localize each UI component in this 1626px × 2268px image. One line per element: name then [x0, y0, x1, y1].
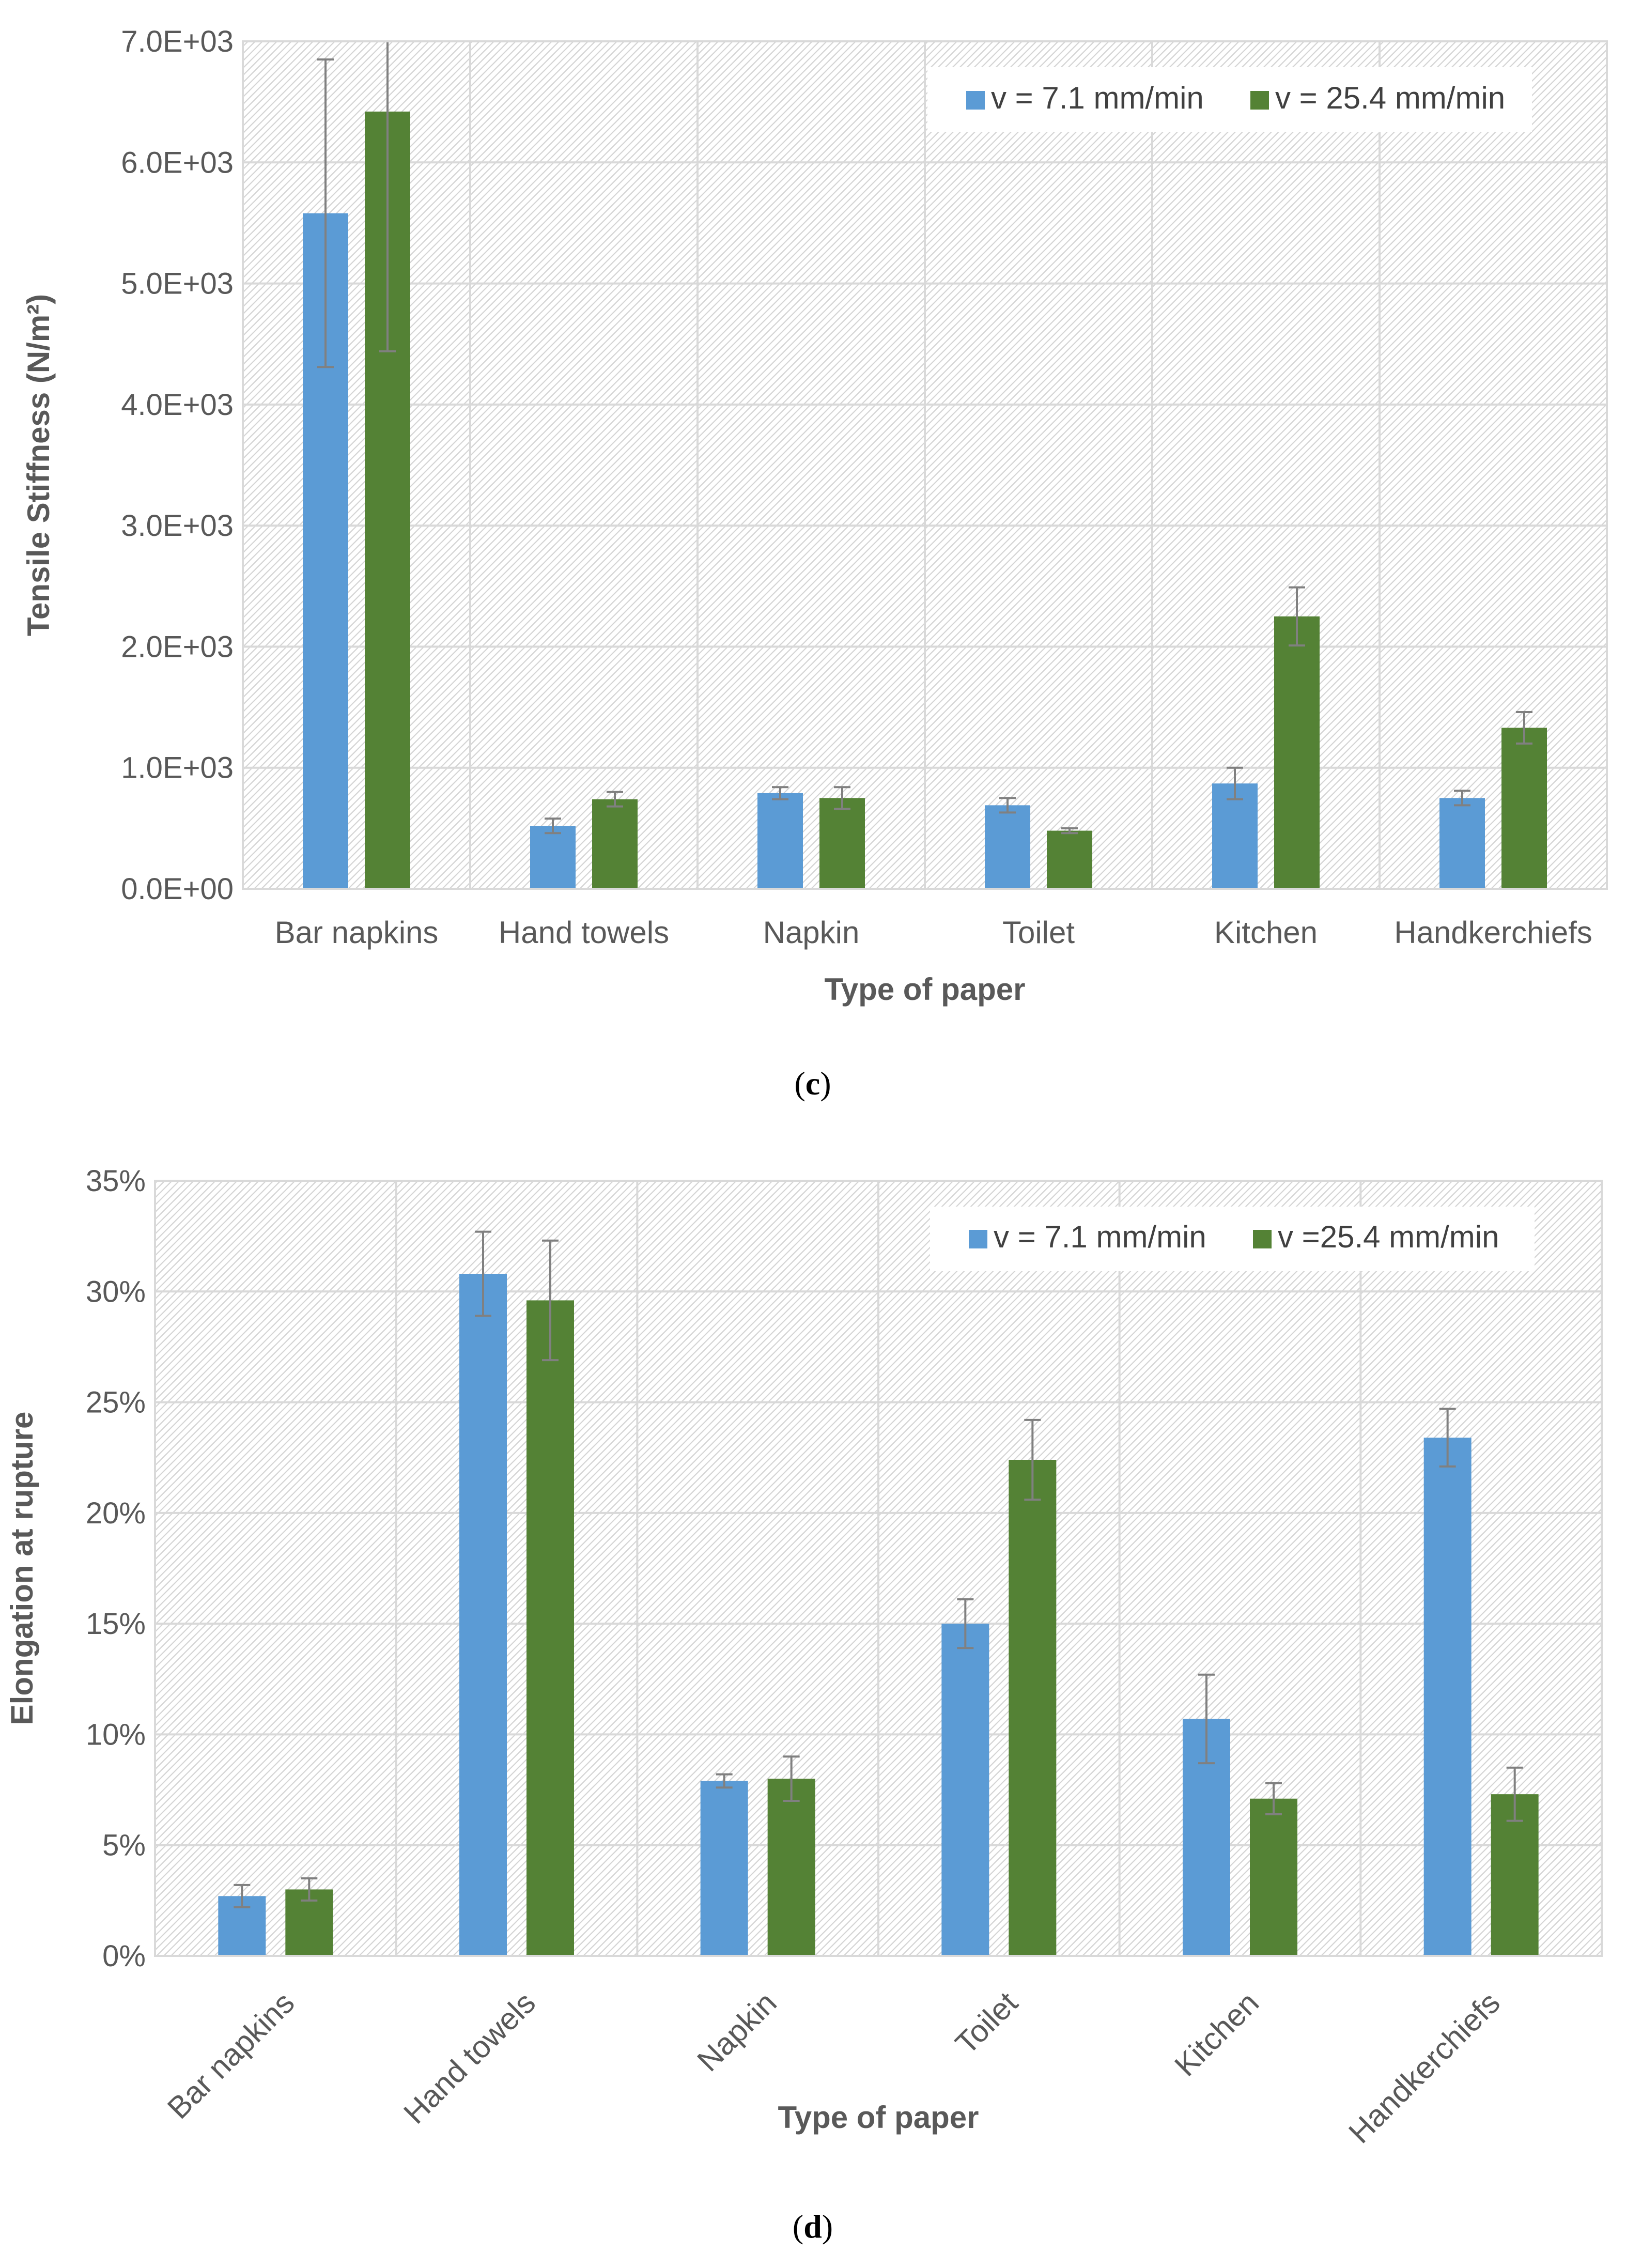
- x-tick-label: Kitchen: [1214, 915, 1318, 950]
- y-tick-label: 15%: [86, 1607, 146, 1641]
- bar-series2: [592, 799, 638, 889]
- legend-box: [930, 1207, 1535, 1271]
- bar-series2: [1250, 1798, 1297, 1956]
- x-tick-label: Handkerchiefs: [1394, 915, 1592, 950]
- legend-box: [927, 67, 1532, 132]
- y-tick-label: 30%: [86, 1275, 146, 1308]
- plot-border: [242, 40, 1608, 890]
- legend-label: v =25.4 mm/min: [1278, 1220, 1499, 1254]
- y-tick-label: 5%: [102, 1829, 146, 1862]
- legend-swatch: [1253, 1230, 1272, 1248]
- bar-series1: [941, 1624, 989, 1956]
- bar-series1: [700, 1781, 748, 1956]
- x-tick-label: Napkin: [763, 915, 860, 950]
- y-tick-label: 0%: [102, 1939, 146, 1973]
- x-tick-label: Kitchen: [1168, 1985, 1265, 2083]
- legend-label: v = 25.4 mm/min: [1275, 81, 1505, 115]
- x-tick-label: Napkin: [690, 1985, 783, 2078]
- bar-series2: [1047, 830, 1092, 889]
- bar-series2: [526, 1300, 574, 1956]
- x-tick-label: Bar napkins: [275, 915, 439, 950]
- y-tick-label: 3.0E+03: [121, 509, 234, 543]
- x-tick-label: Toilet: [949, 1985, 1025, 2061]
- legend-swatch: [966, 91, 985, 110]
- bar-series1: [1212, 783, 1258, 889]
- y-tick-label: 2.0E+03: [121, 630, 234, 664]
- x-tick-label: Hand towels: [499, 915, 669, 950]
- y-axis-title: Tensile Stiffness (N/m²): [21, 294, 56, 636]
- y-tick-label: 25%: [86, 1386, 146, 1420]
- bar-series1: [1423, 1438, 1472, 1956]
- bar-series2: [767, 1779, 815, 1956]
- legend-label: v = 7.1 mm/min: [994, 1220, 1206, 1254]
- legend-swatch: [1250, 91, 1269, 110]
- bar-series1: [530, 826, 576, 889]
- y-tick-label: 10%: [86, 1718, 146, 1751]
- y-tick-label: 0.0E+00: [121, 872, 234, 906]
- x-tick-label: Handkerchiefs: [1342, 1985, 1507, 2150]
- bar-series2: [1009, 1460, 1057, 1956]
- chart-c-tensile-stiffness: 0.0E+00 1.0E+03 2.0E+03 3.0E+03 4.0E+03 5.0E+…: [21, 25, 1608, 1007]
- bar-series1: [985, 805, 1030, 889]
- y-tick-label: 6.0E+03: [121, 146, 234, 179]
- y-tick-label: 1.0E+03: [121, 751, 234, 785]
- x-tick-label: Bar napkins: [161, 1985, 301, 2125]
- x-axis-title: Type of paper: [825, 972, 1026, 1007]
- y-tick-label: 4.0E+03: [121, 388, 234, 422]
- x-axis-title: Type of paper: [778, 2100, 979, 2135]
- panel-label-d: (d): [793, 2208, 833, 2245]
- x-tick-label: Hand towels: [397, 1985, 542, 2131]
- legend-swatch: [969, 1230, 987, 1248]
- legend-label: v = 7.1 mm/min: [991, 81, 1204, 115]
- bar-series2: [1501, 728, 1547, 889]
- y-tick-label: 35%: [86, 1164, 146, 1198]
- bar-series1: [1439, 798, 1485, 889]
- chart-d-elongation: 0% 5% 10% 15% 20% 25% 30% 35% Bar napkins Hand to…: [5, 1164, 1603, 2150]
- bar-series1: [757, 793, 803, 889]
- y-tick-label: 5.0E+03: [121, 267, 234, 301]
- bar-series2: [1274, 616, 1320, 889]
- x-tick-label: Toilet: [1002, 915, 1075, 950]
- y-axis-title: Elongation at rupture: [5, 1412, 39, 1725]
- y-tick-label: 7.0E+03: [121, 25, 234, 58]
- panel-label-c: (c): [794, 1065, 831, 1102]
- bar-series1: [459, 1274, 507, 1956]
- y-tick-label: 20%: [86, 1496, 146, 1530]
- plot-border: [154, 1180, 1603, 1957]
- bar-series2: [819, 798, 865, 889]
